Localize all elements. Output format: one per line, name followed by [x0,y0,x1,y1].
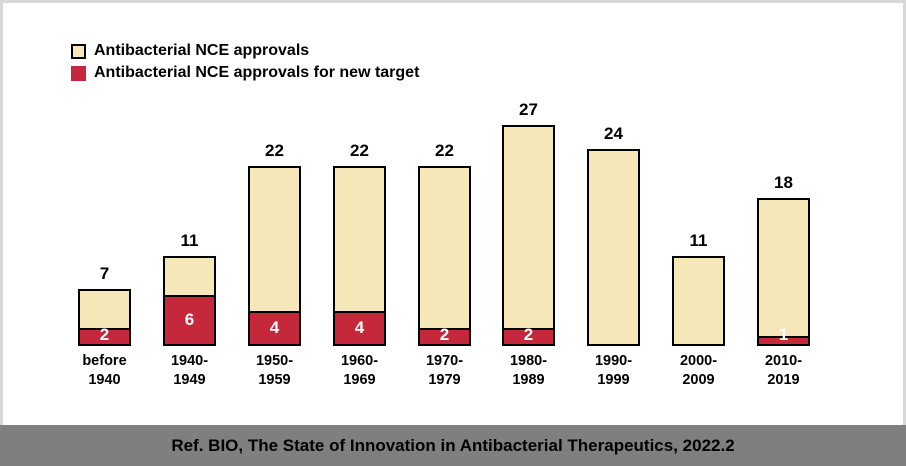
bar-1950-1959: 4 [248,166,301,346]
bar-new-target-segment [335,311,384,344]
x-tick-label: 1970- 1979 [425,353,464,388]
source-caption: Ref. BIO, The State of Innovation in Ant… [0,425,906,466]
bar-new-target-segment [504,328,553,344]
legend-label-new-target: Antibacterial NCE approvals for new targ… [94,64,420,81]
x-tick-label: 2000- 2009 [679,353,718,388]
x-tick-label: 1940- 1949 [170,353,209,388]
legend-item-new-target: Antibacterial NCE approvals for new targ… [71,62,419,84]
legend-item-total: Antibacterial NCE approvals [71,40,419,62]
x-tick-label: 2010- 2019 [764,353,803,388]
x-tick-label: 1990- 1999 [594,353,633,388]
bar-total-label: 22 [265,141,284,160]
bar-new-target-label: 2 [99,325,110,344]
bar-new-target-segment [759,336,808,344]
bar-new-target-segment [420,328,469,344]
bar-new-target-label: 1 [778,325,789,344]
x-tick-label: 1950- 1959 [255,353,294,388]
bar-total-label: 22 [350,141,369,160]
bar-1990-1999 [587,149,640,346]
bar-total-label: 11 [180,231,199,250]
bar-1960-1969: 4 [333,166,386,346]
bar-1980-1989: 2 [502,125,555,346]
bar-new-target-label: 2 [439,325,450,344]
bar-new-target-segment [250,311,299,344]
bar-1940-1949: 6 [163,256,216,346]
bar-total-label: 24 [604,124,623,143]
bar-total-label: 18 [774,173,793,192]
bar-2010-2019: 1 [757,198,810,346]
bar-before1940: 2 [78,289,131,346]
bar-total-label: 11 [689,231,708,250]
bar-new-target-label: 2 [523,325,534,344]
bar-new-target-label: 4 [354,317,365,337]
bar-total-label: 7 [99,264,110,283]
bar-1970-1979: 2 [418,166,471,346]
legend-swatch-total-icon [71,43,86,59]
x-tick-label: 1960- 1969 [340,353,379,388]
bar-total-label: 22 [435,141,454,160]
bar-total-label: 27 [519,100,538,119]
x-tick-label: before 1940 [82,353,127,388]
bar-new-target-label: 4 [269,317,280,337]
bar-new-target-label: 6 [184,309,195,329]
bar-2000-2009 [672,256,725,346]
bar-new-target-segment [165,295,214,344]
legend: Antibacterial NCE approvals Antibacteria… [71,40,419,84]
legend-label-total: Antibacterial NCE approvals [94,42,310,59]
legend-swatch-new-target-icon [71,65,86,81]
x-tick-label: 1980- 1989 [509,353,548,388]
bar-new-target-segment [80,328,129,344]
